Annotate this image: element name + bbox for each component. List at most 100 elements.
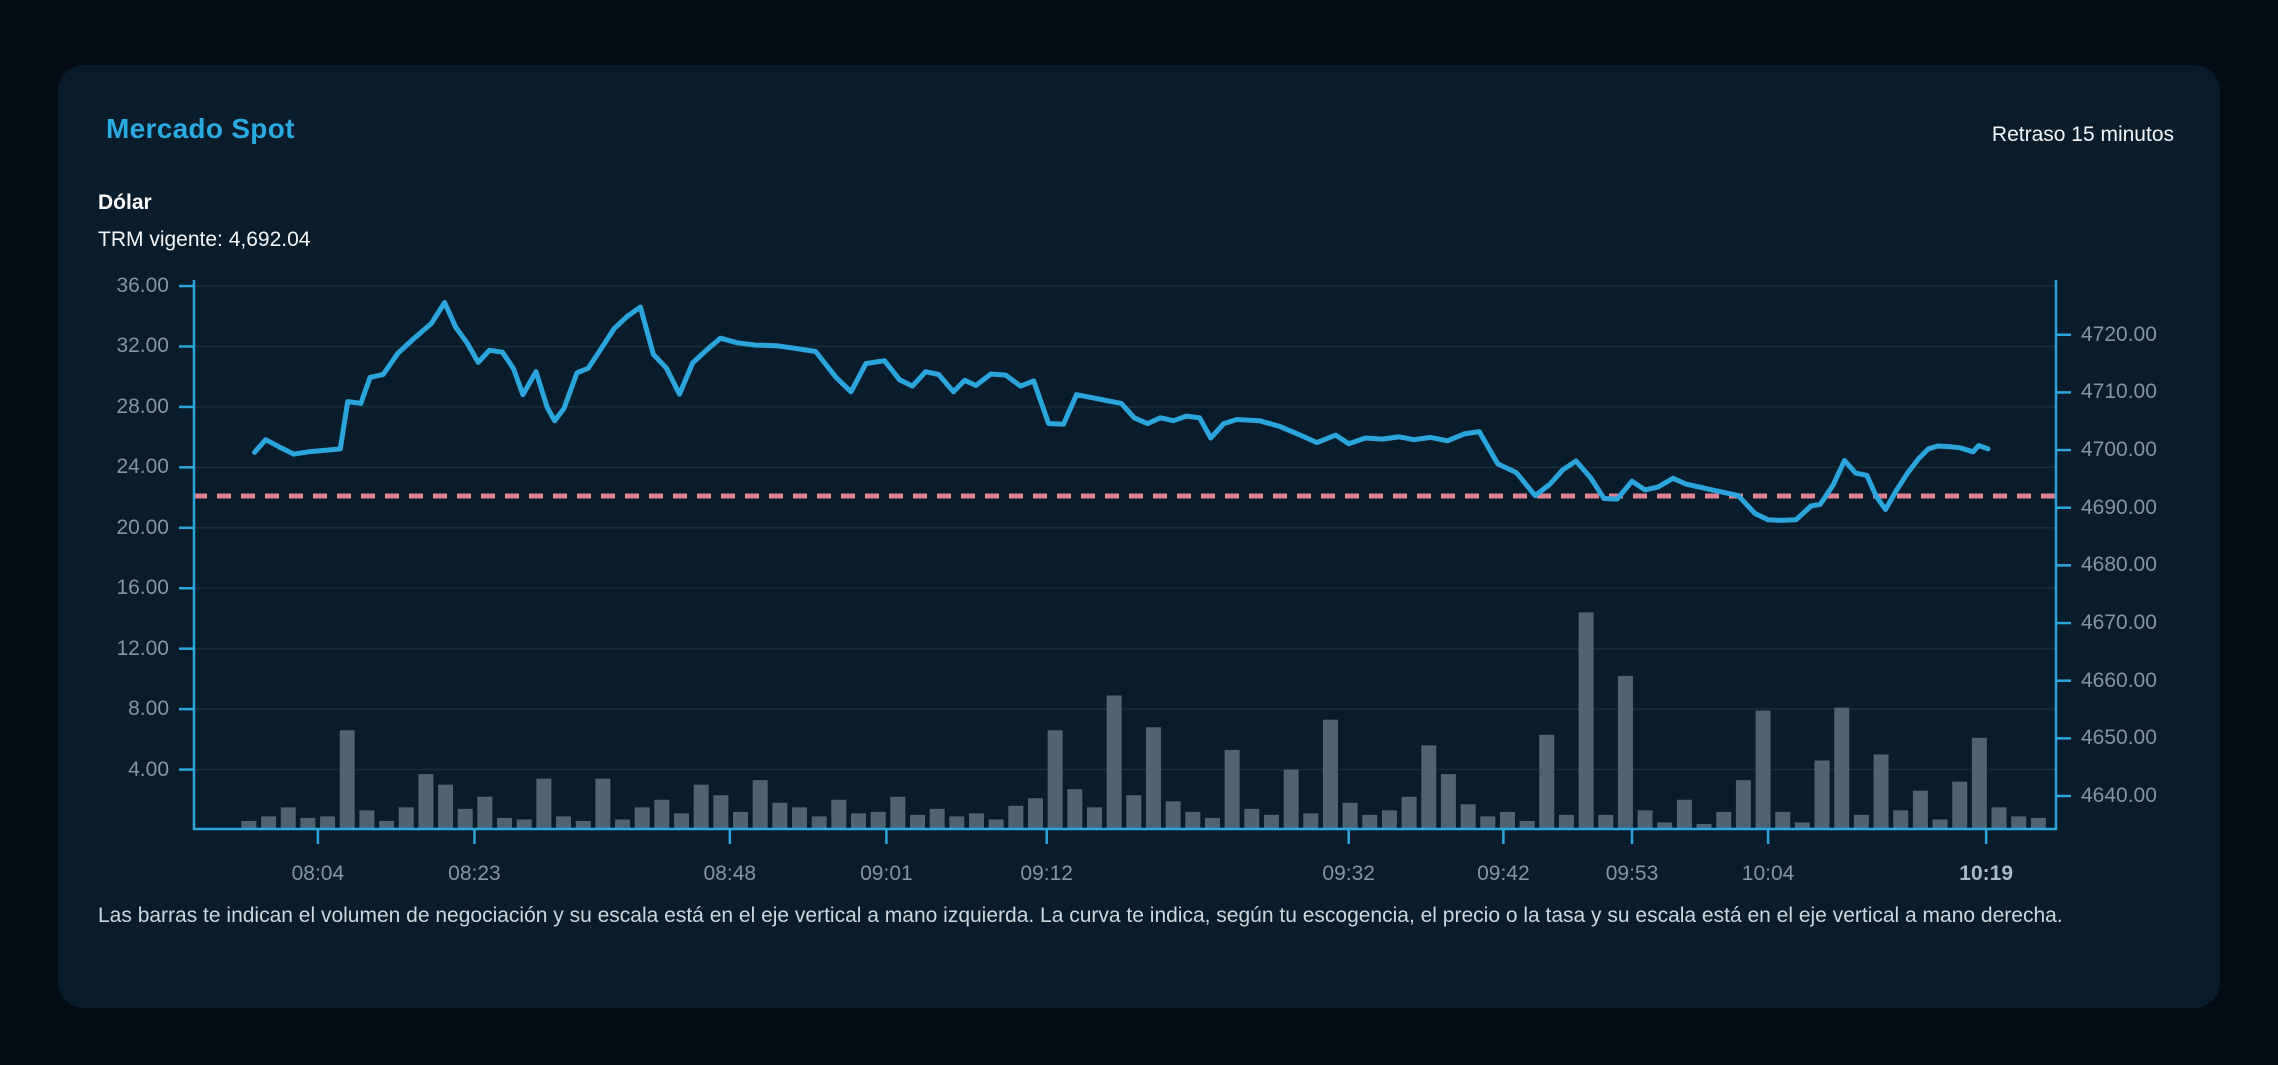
volume-bar	[1893, 810, 1909, 830]
right-axis-label: 4670.00	[2081, 611, 2157, 635]
volume-bar	[1912, 790, 1928, 830]
right-axis-label: 4660.00	[2081, 668, 2157, 692]
volume-bar	[477, 796, 493, 830]
right-axis-label: 4640.00	[2081, 783, 2157, 807]
chart-description: Las barras te indican el volumen de nego…	[98, 904, 2063, 927]
left-axis-label: 28.00	[116, 394, 169, 418]
volume-bar	[1814, 760, 1830, 830]
spot-chart[interactable]: 36.00 32.00 28.00 24.00 20.00 16.00 12.00 8.00 4…	[116, 274, 2156, 885]
volume-bar	[1362, 814, 1378, 830]
left-axis-label: 20.00	[116, 515, 169, 539]
volume-bar	[733, 811, 749, 830]
x-axis-label: 09:53	[1605, 862, 1659, 885]
x-axis-label: 08:04	[291, 862, 345, 885]
left-axis-label: 12.00	[116, 636, 169, 660]
volume-bar	[1145, 727, 1161, 830]
volume-bar	[1322, 719, 1338, 830]
volume-bar	[1539, 734, 1555, 830]
right-axis-label: 4720.00	[2081, 322, 2157, 346]
volume-bar	[890, 796, 906, 830]
volume-bar	[1342, 802, 1358, 830]
x-axis-label: 09:01	[860, 862, 913, 885]
volume-bar	[241, 820, 257, 830]
volume-bar	[1047, 730, 1063, 830]
right-axis-label: 4710.00	[2081, 380, 2157, 404]
volume-bar	[595, 778, 611, 830]
volume-bar	[1008, 805, 1024, 830]
volume-bar	[1834, 707, 1850, 830]
volume-bar	[752, 780, 768, 830]
volume-bar	[2030, 817, 2046, 830]
volume-bar	[1126, 795, 1142, 830]
volume-bar	[929, 808, 945, 830]
volume-bar	[713, 795, 729, 830]
x-axis-label: 08:23	[448, 862, 501, 885]
volume-bar	[1224, 749, 1240, 830]
volume-bar	[772, 802, 788, 830]
volume-bar	[792, 807, 808, 830]
volume-bar	[438, 784, 454, 830]
volume-bar	[1696, 823, 1712, 830]
volume-bar	[1244, 808, 1260, 830]
volume-bar	[988, 819, 1004, 830]
volume-bar	[1027, 798, 1043, 830]
volume-bar	[693, 784, 709, 830]
volume-bar	[1381, 810, 1397, 830]
volume-bar	[1460, 804, 1476, 830]
mercado-spot-card: Mercado Spot Retraso 15 minutos Dólar TR…	[58, 65, 2220, 1008]
volume-bar	[654, 799, 670, 830]
left-axis-label: 32.00	[116, 334, 169, 358]
x-axis-label: 09:32	[1322, 862, 1375, 885]
volume-bar	[1086, 807, 1102, 830]
right-axis-label: 4690.00	[2081, 495, 2157, 519]
volume-bar	[1755, 710, 1771, 830]
x-axis-label: 08:48	[703, 862, 757, 885]
volume-bar	[1165, 801, 1181, 830]
volume-bar	[1971, 737, 1987, 830]
volume-bar	[1440, 774, 1456, 830]
volume-bar	[300, 817, 316, 830]
volume-bar	[1598, 814, 1614, 830]
volume-bar	[1952, 781, 1968, 830]
left-axis-label: 8.00	[128, 697, 169, 721]
page-title: Mercado Spot	[106, 113, 295, 144]
volume-bar	[811, 816, 827, 830]
volume-bar	[831, 799, 847, 830]
volume-bar	[674, 813, 690, 830]
volume-bar	[1578, 612, 1594, 830]
left-axis-label: 4.00	[128, 757, 169, 781]
volume-bar	[851, 813, 867, 830]
x-axis-label: 09:12	[1020, 862, 1073, 885]
volume-bar	[1676, 799, 1692, 830]
volume-bar	[1716, 811, 1732, 830]
volume-bar	[1657, 822, 1673, 830]
right-axis-label: 4700.00	[2081, 438, 2157, 462]
volume-bar	[1421, 745, 1437, 830]
volume-bar	[2011, 816, 2027, 830]
instrument-name: Dólar	[98, 191, 152, 214]
volume-bar	[339, 730, 355, 830]
volume-bar	[634, 807, 650, 830]
x-axis-label: 09:42	[1477, 862, 1530, 885]
volume-bar	[536, 778, 552, 830]
volume-bar	[949, 816, 965, 830]
right-axis-label: 4650.00	[2081, 726, 2157, 750]
volume-bar	[398, 807, 414, 830]
volume-bar	[1735, 780, 1751, 830]
volume-bar	[1873, 754, 1889, 830]
volume-bar	[615, 819, 631, 830]
volume-bar	[1794, 822, 1810, 830]
volume-bar	[870, 811, 886, 830]
volume-bar	[1067, 789, 1083, 830]
volume-bar	[418, 774, 434, 830]
volume-bar	[359, 810, 375, 830]
volume-bar	[516, 819, 532, 830]
x-axis-label: 10:04	[1741, 862, 1795, 885]
volume-bar	[1853, 814, 1869, 830]
volume-bar	[556, 816, 572, 830]
left-axis-label: 16.00	[116, 576, 169, 600]
left-axis-label: 24.00	[116, 455, 169, 479]
spot-chart-canvas[interactable]	[179, 280, 2071, 844]
left-axis-label: 36.00	[116, 274, 169, 298]
